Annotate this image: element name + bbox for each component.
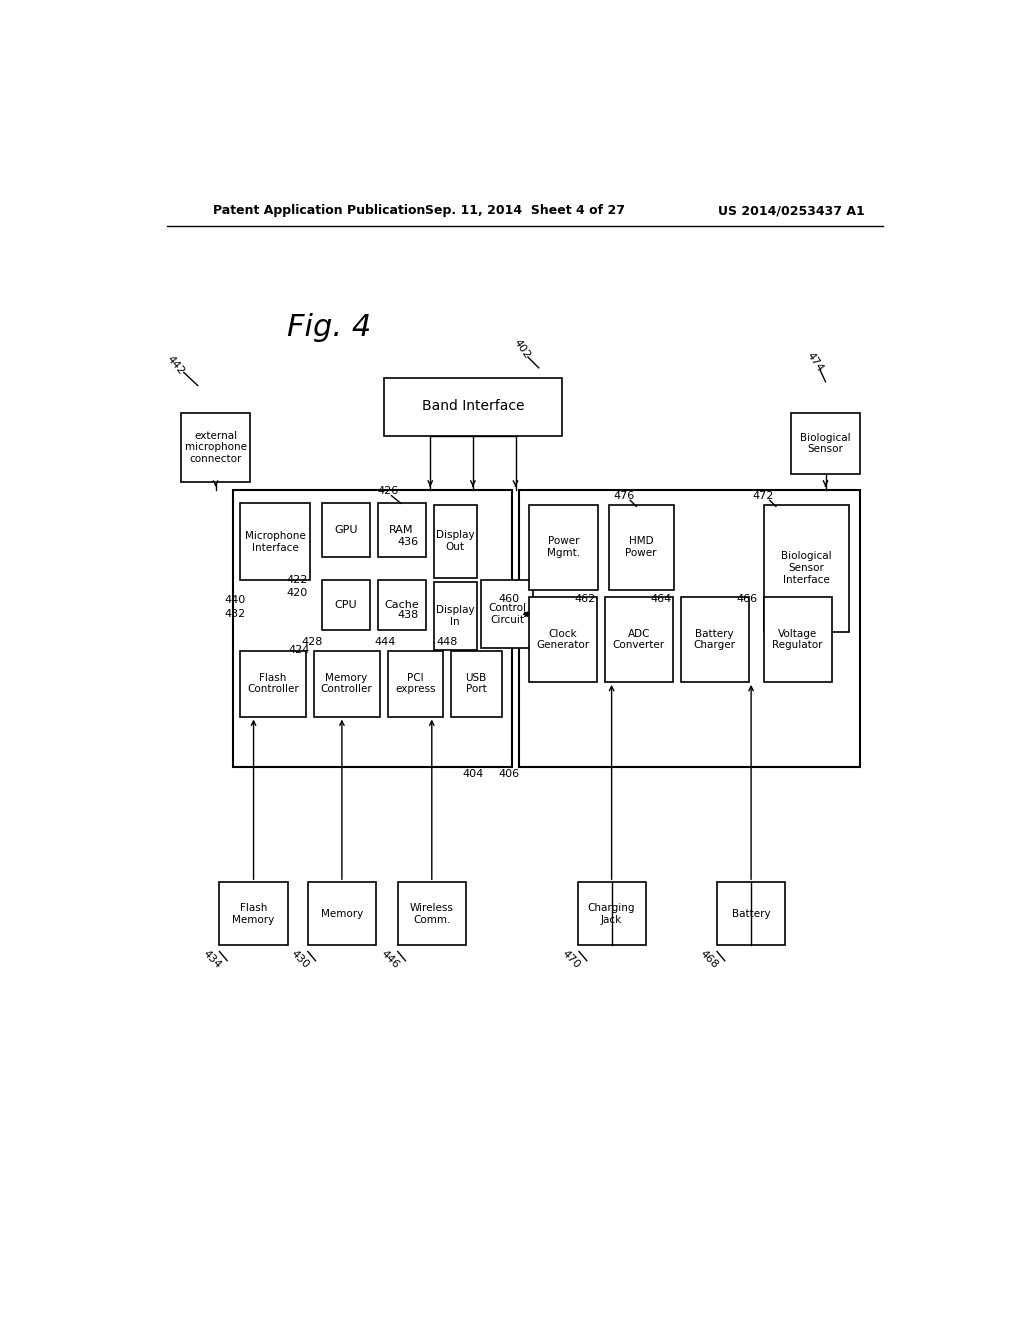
Text: USB
Port: USB Port (465, 673, 486, 694)
Text: Voltage
Regulator: Voltage Regulator (772, 628, 823, 651)
Text: 466: 466 (736, 594, 758, 603)
Bar (434, 582, 477, 649)
Bar (528, 506, 598, 590)
Text: 474: 474 (805, 351, 825, 374)
Text: Cache: Cache (384, 601, 419, 610)
Text: Flash
Memory: Flash Memory (232, 903, 274, 924)
Bar (528, 597, 597, 682)
Text: 434: 434 (201, 948, 223, 970)
Text: 428: 428 (302, 638, 324, 647)
Bar (378, 581, 426, 631)
Text: 442: 442 (165, 354, 186, 376)
Text: 472: 472 (753, 491, 774, 500)
Text: 464: 464 (651, 594, 672, 603)
Text: 426: 426 (377, 486, 398, 496)
Text: PCI
express: PCI express (395, 673, 436, 694)
Bar (519, 490, 860, 767)
Text: 444: 444 (374, 638, 395, 647)
Text: 424: 424 (288, 644, 309, 655)
Text: Battery
Charger: Battery Charger (693, 628, 735, 651)
Text: 432: 432 (224, 610, 246, 619)
Bar (681, 597, 749, 682)
Text: Control
Circuit: Control Circuit (488, 603, 526, 626)
Bar (322, 503, 370, 557)
Text: ADC
Converter: ADC Converter (612, 628, 665, 651)
Bar (241, 651, 306, 717)
Text: 420: 420 (287, 587, 308, 598)
Text: Memory: Memory (321, 908, 364, 919)
Text: Flash
Controller: Flash Controller (247, 673, 299, 694)
Text: 470: 470 (560, 948, 583, 970)
Bar (397, 882, 466, 945)
Text: 476: 476 (613, 491, 635, 500)
Text: CPU: CPU (335, 601, 357, 610)
Text: 436: 436 (397, 537, 419, 546)
Text: 440: 440 (224, 595, 246, 606)
Bar (480, 581, 534, 648)
Text: RAM: RAM (389, 525, 414, 536)
Text: 402: 402 (512, 338, 531, 360)
Text: Clock
Generator: Clock Generator (537, 628, 590, 651)
Text: 448: 448 (436, 638, 458, 647)
Text: Biological
Sensor: Biological Sensor (800, 433, 851, 454)
Bar (384, 378, 562, 436)
Text: Biological
Sensor
Interface: Biological Sensor Interface (781, 552, 831, 585)
Text: Wireless
Comm.: Wireless Comm. (410, 903, 454, 924)
Bar (791, 412, 860, 474)
Text: Band Interface: Band Interface (422, 400, 524, 413)
Text: 468: 468 (698, 948, 720, 970)
Text: external
microphone
connector: external microphone connector (184, 430, 247, 463)
Text: GPU: GPU (334, 525, 357, 536)
Text: 404: 404 (462, 770, 483, 779)
Text: 430: 430 (289, 948, 311, 970)
Text: US 2014/0253437 A1: US 2014/0253437 A1 (718, 205, 864, 218)
Text: 406: 406 (499, 770, 520, 779)
Text: 422: 422 (287, 576, 308, 585)
Bar (764, 506, 849, 632)
Bar (764, 597, 831, 682)
Bar (717, 882, 785, 945)
Bar (434, 506, 477, 578)
Text: 438: 438 (397, 610, 419, 620)
Text: Display
Out: Display Out (436, 531, 474, 552)
Bar (322, 581, 370, 631)
Bar (241, 503, 310, 581)
Bar (604, 597, 673, 682)
Bar (452, 651, 502, 717)
Text: Display
In: Display In (436, 605, 474, 627)
Text: Patent Application Publication: Patent Application Publication (213, 205, 426, 218)
Bar (180, 412, 251, 482)
Bar (314, 651, 380, 717)
Text: HMD
Power: HMD Power (626, 536, 656, 558)
Bar (578, 882, 646, 945)
Bar (608, 506, 675, 590)
Bar (219, 882, 288, 945)
Text: 460: 460 (499, 594, 519, 603)
Text: Power
Mgmt.: Power Mgmt. (547, 536, 581, 558)
Text: Charging
Jack: Charging Jack (588, 903, 635, 924)
Bar (232, 490, 512, 767)
Text: Sep. 11, 2014  Sheet 4 of 27: Sep. 11, 2014 Sheet 4 of 27 (425, 205, 625, 218)
Text: 446: 446 (379, 948, 401, 970)
Text: Battery: Battery (732, 908, 770, 919)
Text: Fig. 4: Fig. 4 (288, 313, 372, 342)
Bar (388, 651, 443, 717)
Text: Microphone
Interface: Microphone Interface (245, 531, 305, 553)
Bar (378, 503, 426, 557)
Bar (308, 882, 376, 945)
Text: Memory
Controller: Memory Controller (321, 673, 373, 694)
Text: 462: 462 (574, 594, 595, 603)
